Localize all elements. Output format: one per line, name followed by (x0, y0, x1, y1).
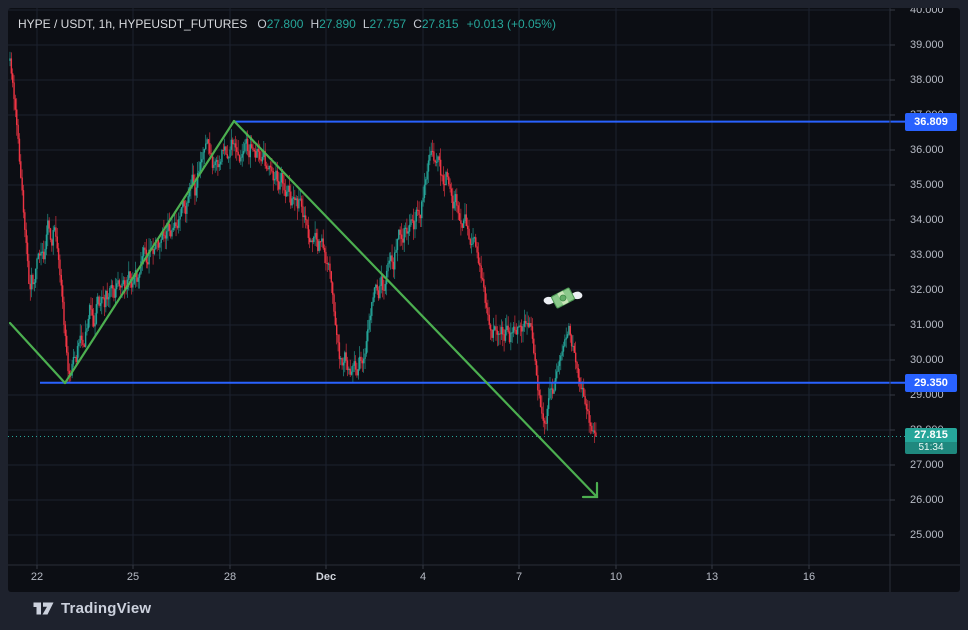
ohlc-open-key: O (257, 17, 267, 31)
tradingview-mark-icon (33, 602, 54, 615)
bottom-bar: TradingView (0, 592, 968, 630)
price-tick-label: 26.000 (910, 494, 944, 506)
grid-layer (8, 8, 890, 565)
level-label-upper: 36.809 (905, 112, 957, 131)
trend-line (8, 321, 67, 385)
ohlc-high-value: 27.890 (319, 17, 356, 31)
ohlc-close-value: 27.815 (421, 17, 459, 31)
price-tick-label: 40.000 (910, 8, 944, 16)
tradingview-wordmark: TradingView (61, 600, 152, 617)
up-wicks (9, 51, 594, 434)
price-tick-label: 25.000 (910, 529, 944, 541)
price-tick-label: 29.000 (910, 389, 944, 401)
symbol-title[interactable]: HYPE / USDT, 1h, HYPEUSDT_FUTURES (18, 17, 248, 31)
down-wicks (11, 52, 597, 444)
ohlc-open-value: 27.800 (266, 17, 304, 31)
current-price-label: 27.815 51:34 (905, 428, 957, 455)
time-tick-label: 7 (515, 571, 523, 583)
time-tick-label: 22 (30, 571, 44, 583)
change-value: +0.013 (+0.05%) (466, 17, 556, 31)
arrow-line (232, 119, 599, 499)
price-tick-label: 30.000 (910, 354, 944, 366)
ohlc-low-value: 27.757 (369, 17, 407, 31)
trend-line (63, 119, 236, 385)
price-tick-label: 35.000 (910, 179, 944, 191)
time-axis[interactable]: 22 25 28 Dec 4 7 10 13 16 (8, 565, 960, 592)
time-tick-label: 4 (419, 571, 427, 583)
plot-canvas[interactable] (8, 8, 960, 592)
time-tick-label: 16 (802, 571, 816, 583)
candles-layer (9, 51, 597, 444)
current-price-value: 27.815 (914, 429, 948, 442)
price-tick-label: 39.000 (910, 39, 944, 51)
time-tick-label: 25 (126, 571, 140, 583)
arrow-head (581, 481, 599, 499)
time-tick-label: 28 (223, 571, 237, 583)
ohlc-high-key: H (310, 17, 320, 31)
time-tick-label: 10 (609, 571, 623, 583)
legend[interactable]: HYPE / USDT, 1h, HYPEUSDT_FUTURES O27.800… (18, 15, 556, 33)
time-tick-label: 13 (705, 571, 719, 583)
price-tick-label: 34.000 (910, 214, 944, 226)
ohlc-low-key: L (362, 17, 370, 31)
down-bodies (10, 58, 597, 437)
price-tick-label: 27.000 (910, 459, 944, 471)
price-tick-label: 31.000 (910, 319, 944, 331)
price-tick-label: 38.000 (910, 74, 944, 86)
price-axis[interactable]: 40.00039.00038.00037.00036.00035.00034.0… (890, 8, 960, 565)
current-price-countdown: 51:34 (905, 442, 957, 455)
price-tick-label: 32.000 (910, 284, 944, 296)
chart-pane: HYPE / USDT, 1h, HYPEUSDT_FUTURES O27.800… (8, 8, 960, 592)
ohlc-close-key: C (413, 17, 422, 31)
price-tick-label: 36.000 (910, 144, 944, 156)
time-tick-label: Dec (315, 571, 337, 583)
price-tick-label: 33.000 (910, 249, 944, 261)
level-label-lower: 29.350 (905, 373, 957, 392)
tradingview-logo[interactable]: TradingView (33, 600, 151, 617)
money-wings-sticker (543, 287, 583, 309)
